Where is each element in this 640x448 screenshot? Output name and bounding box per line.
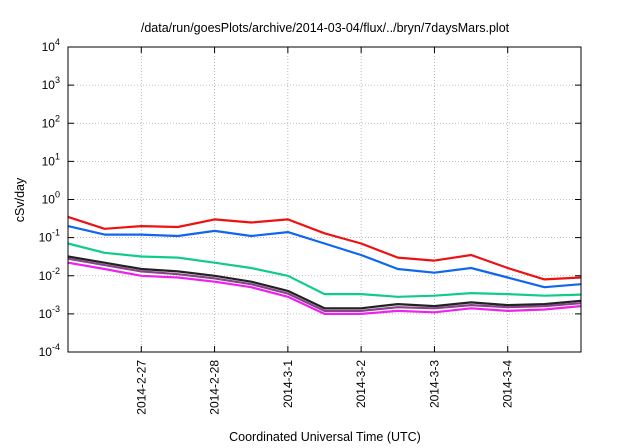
x-axis-title: Coordinated Universal Time (UTC) <box>229 430 421 444</box>
chart-title: /data/run/goesPlots/archive/2014-03-04/f… <box>141 21 510 35</box>
y-tick-label: 10-2 <box>39 266 60 283</box>
y-axis: 10-4 10-3 10-2 10-1 100 101 102 103 104 <box>39 37 581 359</box>
series-line-3 <box>67 242 581 298</box>
y-tick-label: 104 <box>42 37 60 54</box>
series-line-6 <box>67 261 582 315</box>
series-group <box>67 215 582 315</box>
series-line-4 <box>67 255 581 310</box>
x-tick-label: 2014-3-4 <box>501 360 515 408</box>
x-tick-label: 2014-2-28 <box>208 360 222 415</box>
y-tick-label: 101 <box>42 151 60 168</box>
x-tick-label: 2014-3-2 <box>354 360 368 408</box>
y-tick-label: 103 <box>42 75 60 92</box>
y-tick-label: 102 <box>42 113 60 130</box>
y-tick-label: 100 <box>42 190 60 207</box>
x-tick-label: 2014-3-3 <box>427 360 441 408</box>
y-tick-label: 10-1 <box>39 228 60 245</box>
y-axis-title: cSv/day <box>13 177 27 222</box>
y-tick-label: 10-3 <box>39 304 60 321</box>
y-tick-label: 10-4 <box>39 342 60 359</box>
series-line-1 <box>67 215 581 281</box>
series-line-2 <box>67 225 581 289</box>
series-line-5 <box>67 257 581 312</box>
x-tick-label: 2014-2-27 <box>134 360 148 415</box>
x-axis: 2014-2-27 2014-2-28 2014-3-1 2014-3-2 2014-3… <box>134 47 515 415</box>
x-tick-label: 2014-3-1 <box>281 360 295 408</box>
